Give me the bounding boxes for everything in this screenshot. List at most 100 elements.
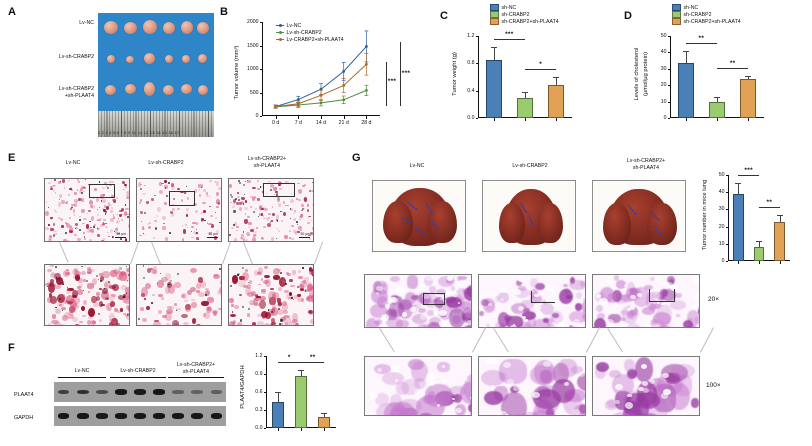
panel-a-row-label-3b: +sh-PLAAT4 xyxy=(64,93,94,99)
panel-e-scalebar-text-1: 50 μm xyxy=(116,232,127,236)
panel-b-legend-item-2: Lv-CRABP2+sh-PLAAT4 xyxy=(276,36,344,43)
panel-g-col-label-1: Lv-NC xyxy=(409,163,425,169)
tissue-texture xyxy=(479,357,585,415)
panel-g-he-shcrabp2-100x xyxy=(478,356,586,416)
x-tick-mark xyxy=(717,118,718,121)
tissue-texture xyxy=(365,357,471,415)
sig-text: ** xyxy=(309,353,316,361)
bar xyxy=(294,375,308,428)
panel-g-leader-1 xyxy=(379,328,395,353)
sig-line xyxy=(493,39,525,41)
panel-c-legend-item-2: sh-CRABP2+sh-PLAAT4 xyxy=(490,18,559,25)
bar xyxy=(516,97,534,118)
bar xyxy=(318,416,331,428)
panel-g-leader-6 xyxy=(700,327,714,353)
y-tick-mark xyxy=(263,356,266,357)
x-tick-mark xyxy=(301,428,302,431)
sig-line xyxy=(759,207,780,209)
y-tick-mark xyxy=(667,101,670,103)
bar xyxy=(708,101,726,118)
error-bar-cap xyxy=(298,369,304,371)
blot-band xyxy=(76,413,89,419)
color-swatch-icon xyxy=(490,11,499,18)
y-tick-label: 0.3 xyxy=(255,407,263,413)
y-tick-mark xyxy=(475,118,478,119)
error-bar xyxy=(717,98,718,102)
x-tick-mark xyxy=(748,118,750,121)
error-bar xyxy=(493,48,495,60)
bar xyxy=(732,193,744,261)
x-tick-mark xyxy=(685,118,687,121)
y-tick-mark xyxy=(263,410,266,411)
sig-line xyxy=(277,361,301,363)
x-tick-mark xyxy=(298,116,300,119)
panel-b-sig-bracket-2 xyxy=(400,42,401,106)
panel-a-ruler-numbers: 1 2 3 4 5 6 7 8 9 10 11 12 13 14 15 16 1… xyxy=(98,129,180,135)
panel-e-roi-box-2 xyxy=(169,191,195,206)
sig-text: ** xyxy=(729,59,736,67)
panel-g-plot-area: 0 10 20 30 40 50 *** ** xyxy=(719,167,790,264)
panel-b-legend-item-0: Lv-NC xyxy=(276,22,344,29)
y-tick-label: 0.4 xyxy=(467,87,475,94)
error-bar-cap xyxy=(756,240,762,242)
error-bar xyxy=(324,414,326,417)
panel-a-tumor-plate-photo: 1 2 3 4 5 6 7 8 9 10 11 12 13 14 15 16 1… xyxy=(98,13,214,137)
sig-line xyxy=(525,69,557,71)
panel-d-plot-area: 0 10 20 30 40 50 ** ** xyxy=(661,33,764,121)
panel-g-col-label-2: Lv-sh-CRABP2 xyxy=(512,163,548,169)
sig-text: *** xyxy=(505,31,514,39)
panel-b-label: B xyxy=(220,6,228,18)
error-bar-cap xyxy=(553,77,560,79)
x-tick-mark xyxy=(556,118,558,121)
y-tick-mark xyxy=(259,92,262,94)
panel-e-histology-rescue-low: 50 μm xyxy=(228,178,314,242)
x-tick-mark xyxy=(277,428,279,431)
error-bar xyxy=(556,78,558,85)
y-tick-mark xyxy=(725,209,728,211)
blot-band xyxy=(172,413,185,419)
y-tick-label: 0 xyxy=(721,258,725,264)
x-tick-label: 21 d xyxy=(338,119,349,126)
bar xyxy=(485,59,502,118)
panel-c-label: C xyxy=(440,10,448,22)
panel-g-leader-2 xyxy=(472,327,486,353)
panel-f-blot-group-3a: Lv-sh-CRABP2+ xyxy=(176,362,216,368)
color-swatch-icon xyxy=(672,18,681,25)
y-tick-label: 1000 xyxy=(246,66,259,72)
y-tick-label: 50 xyxy=(660,33,667,39)
x-tick-label: 0 d xyxy=(272,119,280,126)
sig-text: *** xyxy=(744,167,753,175)
panel-e-scalebar-text-2: 50 μm xyxy=(208,232,219,236)
y-tick-label: 1.2 xyxy=(255,353,263,359)
panel-b-plot-area: 0 500 1000 1500 2000 0 d 7 d 14 d 21 d 28 d xyxy=(247,19,380,126)
x-tick-label: 7 d xyxy=(294,119,302,126)
panel-e-leader-2 xyxy=(130,241,139,265)
y-tick-label: 1.2 xyxy=(467,33,475,39)
blot-band xyxy=(95,413,108,419)
panel-e-histology-shcrabp2-low: 50 μm xyxy=(136,178,222,242)
sig-text: ** xyxy=(766,199,773,207)
y-tick-label: 0 xyxy=(255,113,259,119)
x-tick-mark xyxy=(493,118,495,121)
blot-band xyxy=(95,389,108,395)
color-swatch-icon xyxy=(672,11,681,18)
panel-e-leader-3 xyxy=(151,242,161,265)
panel-g-label: G xyxy=(352,152,361,164)
y-tick-mark xyxy=(259,22,262,23)
panel-b-sig-bracket-1 xyxy=(386,62,387,106)
y-tick-label: 20 xyxy=(660,82,667,89)
x-tick-label: 28 d xyxy=(361,119,372,126)
x-tick-mark xyxy=(343,116,345,119)
color-swatch-icon xyxy=(672,4,681,11)
panel-e-leader-1 xyxy=(59,242,69,263)
y-tick-label: 0.0 xyxy=(255,425,263,431)
y-tick-mark xyxy=(725,175,728,176)
panel-g-he-lvnc-20x xyxy=(364,274,472,328)
y-tick-label: 1500 xyxy=(246,42,259,49)
y-tick-mark xyxy=(263,392,266,393)
panel-f-underline-2 xyxy=(110,377,166,378)
sig-text: ** xyxy=(698,35,705,43)
panel-g-he-shcrabp2-20x xyxy=(478,274,586,328)
panel-e-col-label-2: Lv-sh-CRABP2 xyxy=(148,160,184,166)
panel-e-histology-lvnc-low: 50 μm xyxy=(44,178,130,242)
